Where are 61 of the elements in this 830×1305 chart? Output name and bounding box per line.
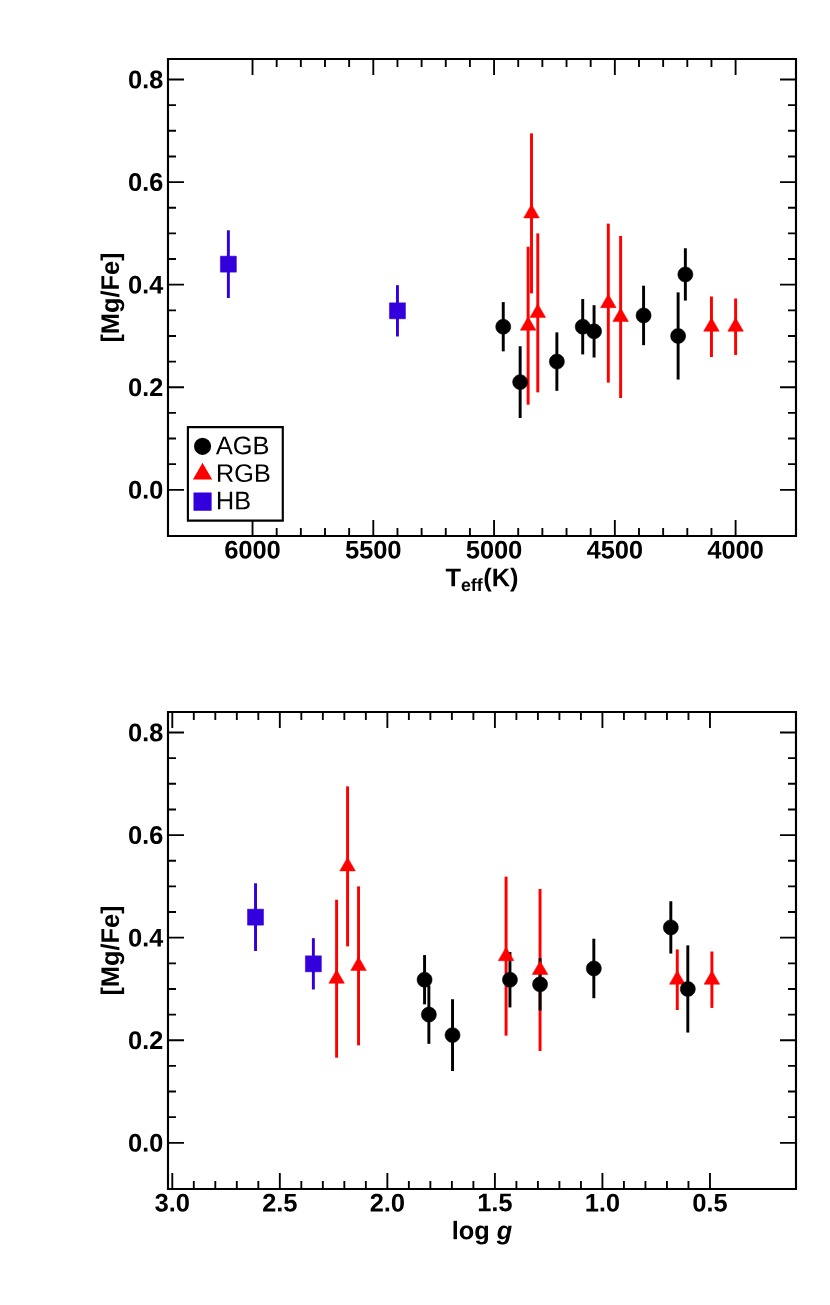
point (444, 1027, 461, 1043)
point (635, 307, 652, 324)
x-tick-label: 2.5 (263, 1193, 297, 1212)
point (328, 969, 345, 984)
point (703, 317, 720, 332)
point (663, 919, 679, 936)
x-tick-label: 1.5 (478, 1193, 512, 1212)
point (727, 317, 744, 332)
point (389, 302, 406, 320)
point (586, 960, 602, 977)
x-tick-label: 0.5 (693, 1193, 727, 1212)
point (523, 204, 540, 219)
y-tick-label: 0.6 (129, 826, 163, 845)
point (680, 981, 696, 997)
point (669, 970, 686, 985)
x-tick-label: 2.0 (370, 1193, 404, 1212)
x-axis-title: log g (453, 1220, 512, 1245)
point (677, 266, 694, 283)
point (600, 293, 617, 308)
y-tick-label: 0.8 (129, 723, 163, 742)
y-tick-label: 0.4 (129, 275, 164, 294)
point (305, 955, 322, 973)
y-tick-label: 0.8 (129, 70, 163, 89)
legend-label: HB (217, 491, 250, 510)
y-axis-title: [Mg/Fe] (100, 906, 125, 995)
x-tick-label: 1.0 (586, 1193, 619, 1212)
x-tick-label: 4500 (587, 540, 642, 559)
point (520, 316, 537, 331)
point (421, 1006, 437, 1023)
legend-label: RGB (217, 464, 270, 483)
point (220, 255, 237, 273)
x-tick-label: 5500 (345, 540, 401, 559)
point (502, 971, 518, 988)
point (529, 303, 546, 318)
y-tick-label: 0.2 (129, 1031, 163, 1050)
x-tick-label: 5000 (466, 540, 522, 559)
x-tick-label: 4000 (707, 540, 763, 559)
point (532, 976, 548, 993)
point (612, 307, 629, 322)
point (339, 857, 356, 872)
y-tick-label: 0.2 (129, 378, 163, 397)
x-tick-label: 3.0 (155, 1193, 189, 1212)
point (512, 374, 528, 390)
y-axis-title: [Mg/Fe] (100, 253, 125, 342)
point (247, 908, 264, 926)
y-tick-label: 0.4 (129, 928, 164, 947)
point (586, 323, 602, 340)
point (670, 328, 686, 344)
point (549, 353, 565, 370)
point (498, 946, 515, 961)
point (531, 960, 549, 975)
point (703, 970, 720, 985)
y-tick-label: 0.0 (129, 480, 163, 499)
y-tick-label: 0.6 (129, 173, 163, 192)
legend-label: AGB (215, 436, 269, 455)
point (416, 971, 433, 988)
point (350, 956, 367, 971)
point (495, 318, 512, 335)
x-tick-label: 6000 (225, 540, 280, 559)
y-tick-label: 0.0 (129, 1133, 163, 1152)
x-axis-title: T$_{eff}$(K) (445, 567, 518, 592)
